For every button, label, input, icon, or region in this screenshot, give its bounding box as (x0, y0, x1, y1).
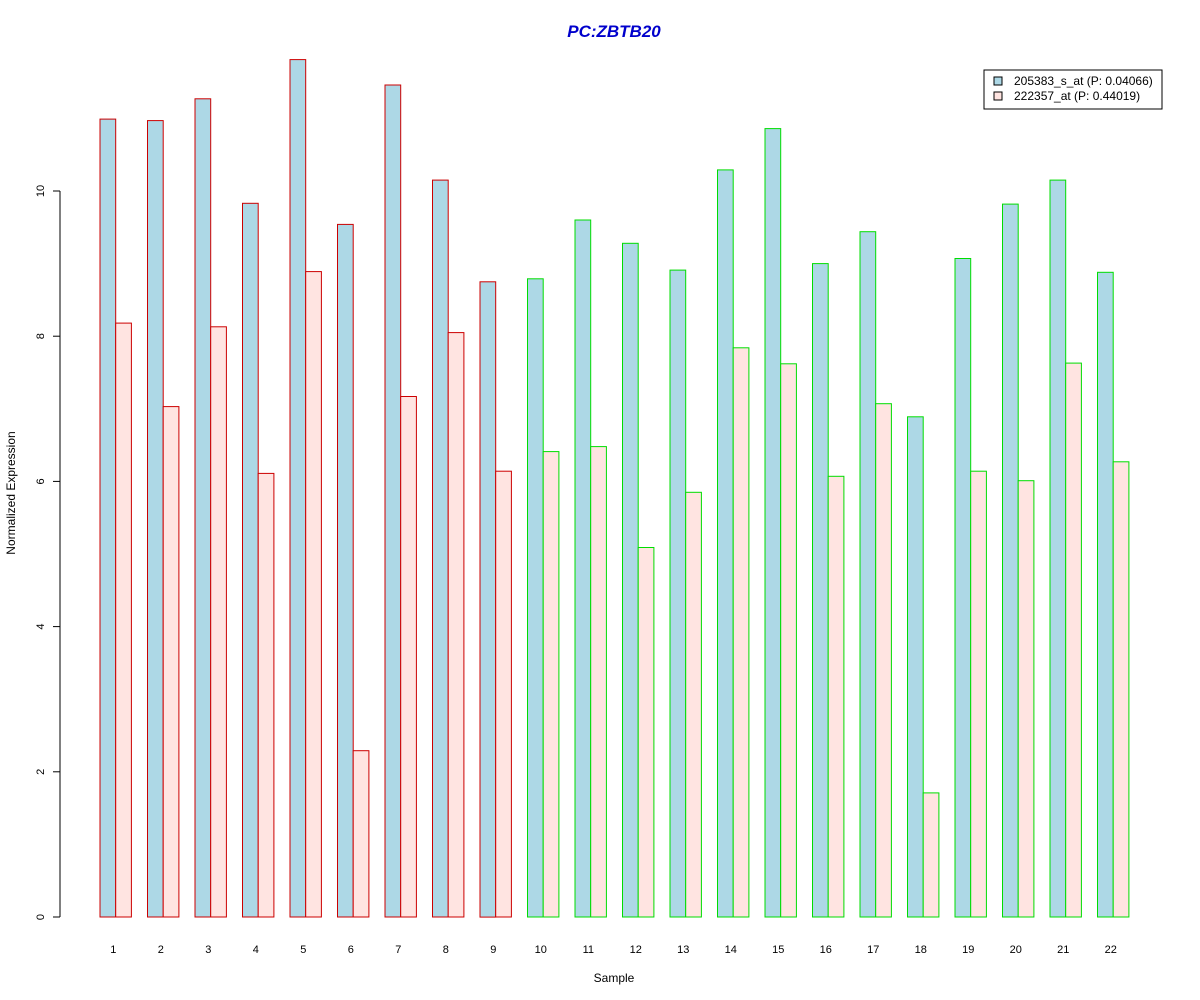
x-tick-label: 17 (867, 944, 879, 956)
bar-series2-sample-9 (495, 470, 512, 918)
chart-title: PC:ZBTB20 (567, 22, 661, 41)
y-tick-label: 2 (35, 769, 47, 775)
bar-series2-sample-1 (115, 322, 132, 918)
y-tick-label: 8 (35, 333, 47, 339)
bar-series2-sample-22 (1112, 461, 1130, 918)
legend-entry-series2: 222357_at (P: 0.44019) (1014, 89, 1140, 103)
bar-series2-sample-5 (305, 271, 322, 918)
bar-series1-sample-2 (147, 120, 164, 918)
x-tick-label: 18 (915, 944, 927, 956)
x-axis-label: Sample (594, 971, 635, 985)
bar-series2-sample-17 (875, 403, 892, 918)
bar-series1-sample-12 (622, 242, 639, 918)
legend-box (983, 69, 1163, 110)
bar-series1-sample-6 (337, 223, 354, 918)
bar-series1-sample-15 (764, 128, 782, 918)
x-tick-label: 15 (772, 944, 784, 956)
bar-series2-sample-4 (257, 472, 275, 918)
bar-series1-sample-10 (527, 278, 544, 918)
y-tick-label: 0 (35, 914, 47, 920)
bar-series2-sample-3 (210, 326, 227, 918)
x-tick-label: 19 (962, 944, 974, 956)
bar-series2-sample-12 (637, 547, 655, 918)
x-tick-label: 3 (205, 944, 211, 956)
x-tick-label: 12 (630, 944, 642, 956)
y-tick-label: 4 (35, 624, 47, 630)
bar-series2-sample-7 (400, 396, 417, 918)
x-tick-label: 10 (535, 944, 547, 956)
x-tick-label: 6 (348, 944, 354, 956)
bar-series1-sample-16 (812, 263, 829, 918)
y-tick-label: 6 (35, 478, 47, 484)
x-tick-label: 13 (677, 944, 689, 956)
bar-series1-sample-18 (907, 416, 924, 918)
x-tick-label: 8 (443, 944, 449, 956)
bar-series2-sample-14 (732, 347, 750, 918)
bar-series1-sample-3 (194, 98, 212, 918)
x-tick-label: 1 (110, 944, 116, 956)
bar-series1-sample-17 (859, 231, 877, 918)
bar-series1-sample-8 (432, 179, 449, 918)
bar-series1-sample-22 (1097, 271, 1114, 918)
x-tick-label: 21 (1057, 944, 1069, 956)
x-tick-label: 2 (158, 944, 164, 956)
bar-series1-sample-21 (1049, 179, 1067, 918)
bar-series1-sample-13 (669, 269, 687, 918)
x-tick-label: 16 (820, 944, 832, 956)
y-axis: 0 2 4 6 8 10 (35, 185, 61, 920)
legend: 205383_s_at (P: 0.04066)222357_at (P: 0.… (983, 69, 1163, 110)
bar-series2-sample-2 (162, 406, 180, 918)
bar-series2-sample-13 (685, 491, 702, 918)
x-tick-label: 7 (395, 944, 401, 956)
legend-swatch-series1 (993, 76, 1003, 86)
bar-series1-sample-11 (574, 219, 592, 918)
bar-series2-sample-21 (1065, 362, 1082, 918)
x-tick-label: 4 (253, 944, 259, 956)
x-tick-label: 22 (1105, 944, 1117, 956)
x-axis-tick-labels: 1 2 3 4 5 6 7 8 9 10 11 12 13 14 15 16 17 18 19 20 21 22 (110, 944, 1117, 956)
bar-series1-sample-9 (479, 281, 497, 918)
bar-series2-sample-19 (970, 470, 987, 918)
bar-series1-sample-5 (289, 59, 307, 918)
bars-layer (99, 59, 1130, 918)
bar-series1-sample-14 (717, 169, 734, 918)
legend-swatch-series2 (993, 91, 1003, 101)
bar-series2-sample-11 (590, 446, 607, 918)
legend-entry-series1: 205383_s_at (P: 0.04066) (1014, 74, 1153, 88)
bar-series1-sample-4 (242, 202, 259, 918)
bar-series2-sample-16 (827, 475, 845, 918)
bar-series2-sample-20 (1017, 480, 1035, 918)
bar-series2-sample-18 (922, 792, 940, 918)
x-tick-label: 11 (583, 944, 594, 956)
bar-series2-sample-10 (542, 451, 560, 918)
x-tick-label: 9 (490, 944, 496, 956)
x-tick-label: 14 (725, 944, 737, 956)
x-tick-label: 20 (1010, 944, 1022, 956)
bar-series1-sample-7 (384, 84, 402, 918)
y-tick-label: 10 (35, 185, 47, 197)
bar-series1-sample-20 (1002, 203, 1019, 918)
x-tick-label: 5 (300, 944, 306, 956)
bar-series1-sample-19 (954, 258, 972, 918)
bar-series2-sample-15 (780, 363, 797, 918)
bar-series2-sample-6 (352, 750, 370, 918)
y-axis-label: Normalized Expression (4, 431, 18, 554)
bar-series2-sample-8 (447, 332, 465, 918)
bar-series1-sample-1 (99, 118, 117, 918)
